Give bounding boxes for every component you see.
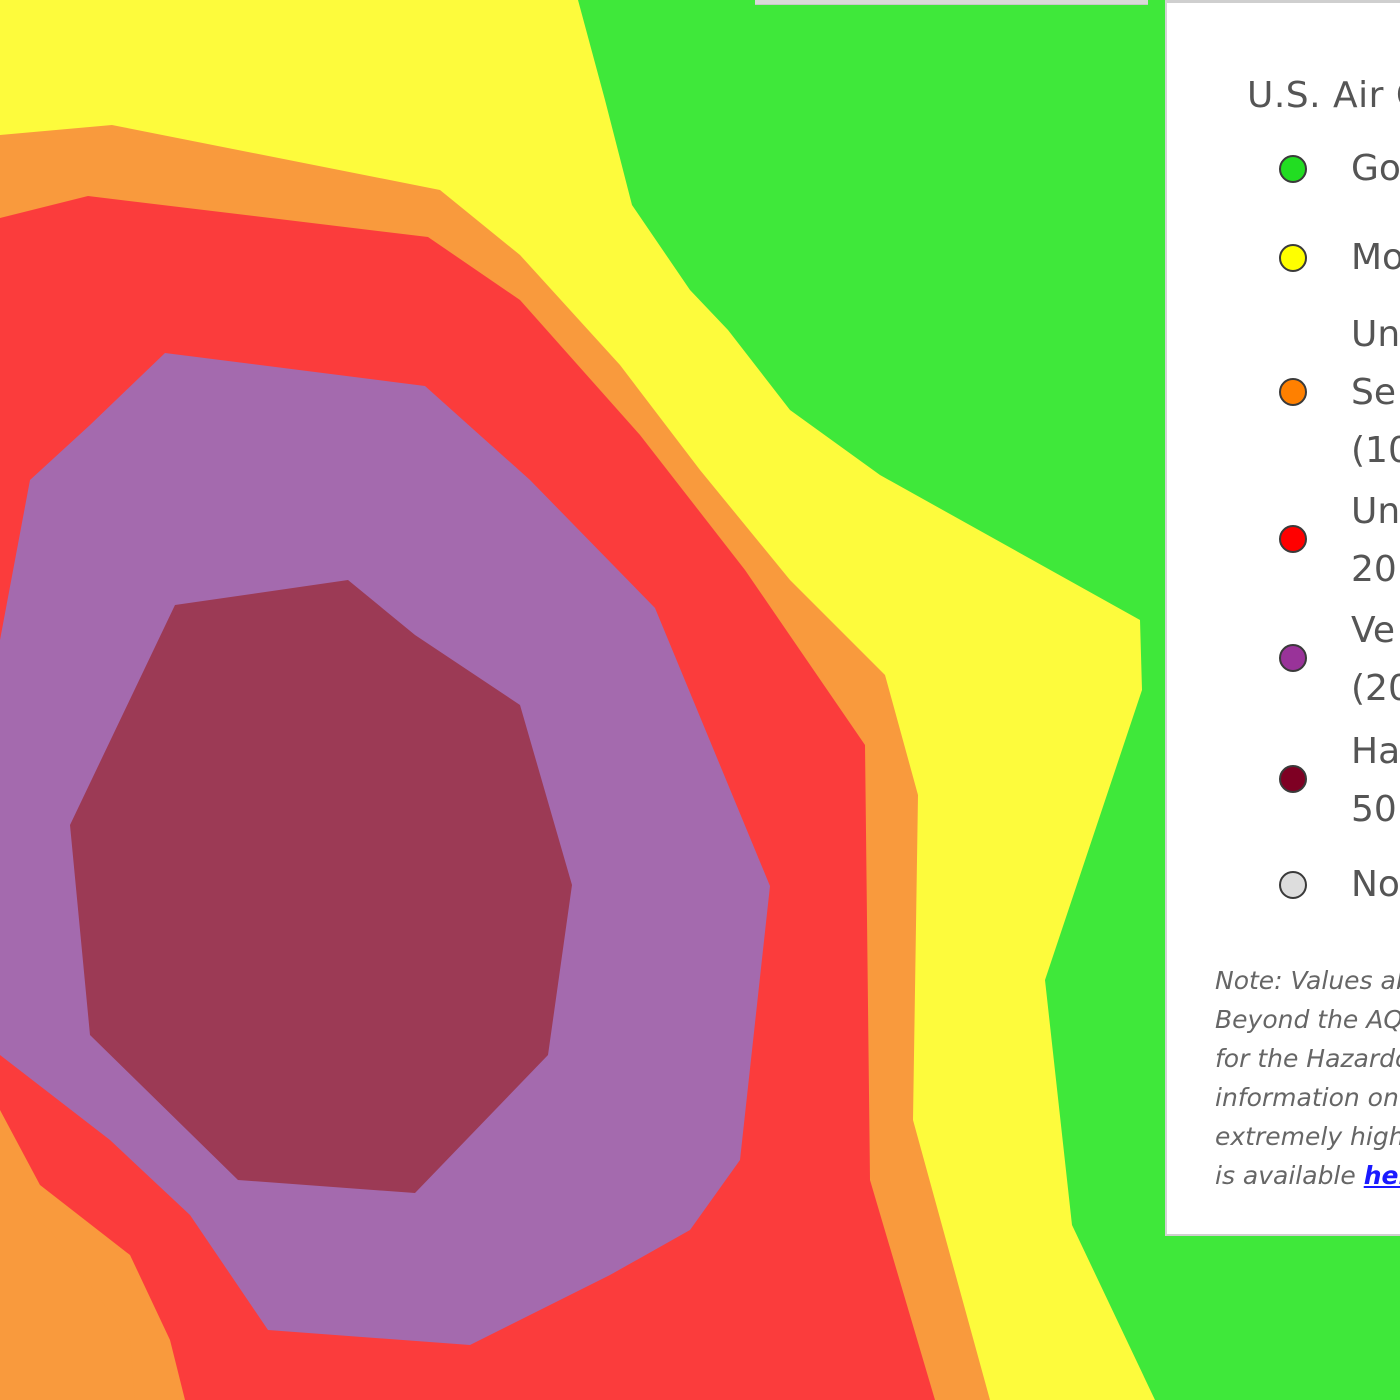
contour-usg-lower-left: [0, 1190, 135, 1400]
aqi-legend-panel: U.S. Air Q Go Mo Un Se (10 Un 20 Ve (20 …: [1165, 0, 1400, 1236]
legend-note: Note: Values ab Beyond the AQ for the Ha…: [1215, 961, 1400, 1195]
legend-dot-icon: [1279, 871, 1307, 899]
legend-label: Ha 50: [1351, 731, 1400, 830]
legend-label: Ve (20: [1351, 610, 1400, 709]
legend-dot-icon: [1279, 155, 1307, 183]
note-line: information on: [1215, 1083, 1399, 1112]
legend-dot-icon: [1279, 765, 1307, 793]
legend-dot-icon: [1279, 525, 1307, 553]
note-line: extremely high: [1215, 1122, 1400, 1151]
note-line: Note: Values ab: [1215, 966, 1400, 995]
legend-label: No: [1351, 864, 1400, 905]
map-top-control-bar[interactable]: [755, 0, 1148, 5]
legend-label: Un 20: [1351, 491, 1400, 590]
note-line: is available: [1215, 1161, 1364, 1190]
legend-dot-icon: [1279, 244, 1307, 272]
note-link-here[interactable]: her: [1363, 1161, 1400, 1190]
contour-hazardous: [70, 580, 572, 1193]
legend-label: Mo: [1351, 237, 1400, 278]
legend-dot-icon: [1279, 644, 1307, 672]
note-line: Beyond the AQ: [1215, 1005, 1400, 1034]
legend-label: Un Se (10: [1351, 314, 1400, 471]
note-line: for the Hazardo: [1215, 1044, 1400, 1073]
legend-title: U.S. Air Q: [1247, 75, 1400, 116]
legend-label: Go: [1351, 148, 1400, 189]
legend-dot-icon: [1279, 378, 1307, 406]
